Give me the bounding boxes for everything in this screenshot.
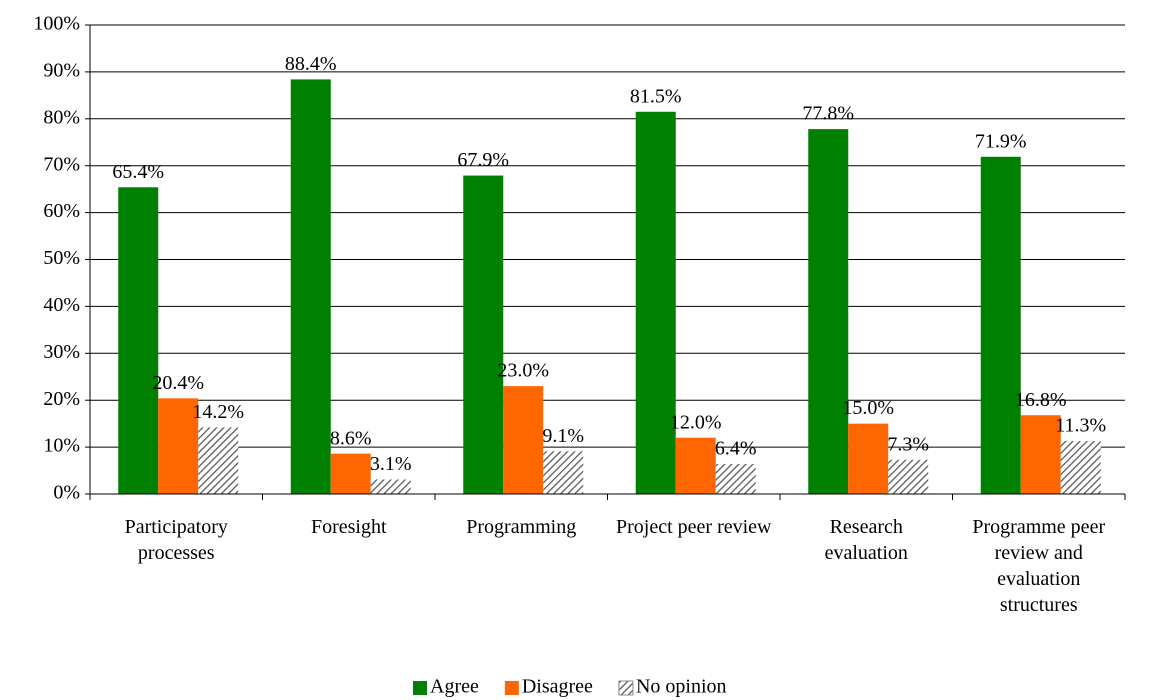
bar [888,459,929,494]
bar [715,463,756,494]
data-label: 6.4% [715,438,757,460]
bar [980,156,1021,494]
x-tick-label: Participatory processes [124,516,228,564]
bar [370,479,411,494]
bar [1020,415,1061,494]
data-label: 12.0% [670,411,722,433]
y-tick-label: 70% [43,153,80,175]
data-label: 3.1% [370,453,412,475]
legend-swatch [618,680,634,696]
bar [290,79,331,495]
data-label: 77.8% [802,103,854,125]
y-tick-label: 80% [43,106,80,128]
bar [635,111,676,494]
x-tick-label: Programming [466,516,577,538]
data-label: 8.6% [330,427,372,449]
data-label: 23.0% [497,360,549,382]
x-tick-label: Foresight [310,516,387,538]
bar [675,437,716,494]
y-tick-label: 50% [43,247,80,269]
bar [330,453,371,494]
bar [1060,441,1101,494]
legend-label: Agree [430,676,479,698]
data-label: 9.1% [542,425,584,447]
y-tick-label: 90% [43,59,80,81]
bar [503,386,544,494]
y-tick-label: 0% [53,482,80,504]
legend-label: Disagree [522,676,593,698]
legend-swatch [413,681,427,695]
data-label: 15.0% [842,397,894,419]
data-label: 7.3% [887,433,929,455]
bar [198,427,239,494]
data-label: 67.9% [457,149,509,171]
data-label: 16.8% [1015,389,1067,411]
data-label: 65.4% [112,161,164,183]
bar [118,187,159,495]
x-tick-label: Research evaluation [824,516,908,564]
data-label: 20.4% [152,372,204,394]
y-tick-label: 10% [43,435,80,457]
y-tick-label: 30% [43,341,80,363]
data-label: 88.4% [285,53,337,75]
data-label: 81.5% [630,85,682,107]
bar [463,175,504,494]
y-tick-label: 20% [43,388,80,410]
bar [808,129,849,495]
data-label: 71.9% [975,130,1027,152]
data-label: 11.3% [1055,415,1106,437]
x-tick-label: Project peer review [616,516,772,538]
bar [848,423,889,494]
legend-label: No opinion [636,676,727,698]
data-label: 14.2% [192,401,244,423]
y-tick-label: 60% [43,200,80,222]
bar [158,398,199,494]
y-tick-label: 40% [43,294,80,316]
x-tick-label: Programme peer review and evaluation str… [972,516,1106,616]
bar [543,451,584,494]
y-tick-label: 100% [33,13,80,35]
legend-swatch [504,681,519,695]
